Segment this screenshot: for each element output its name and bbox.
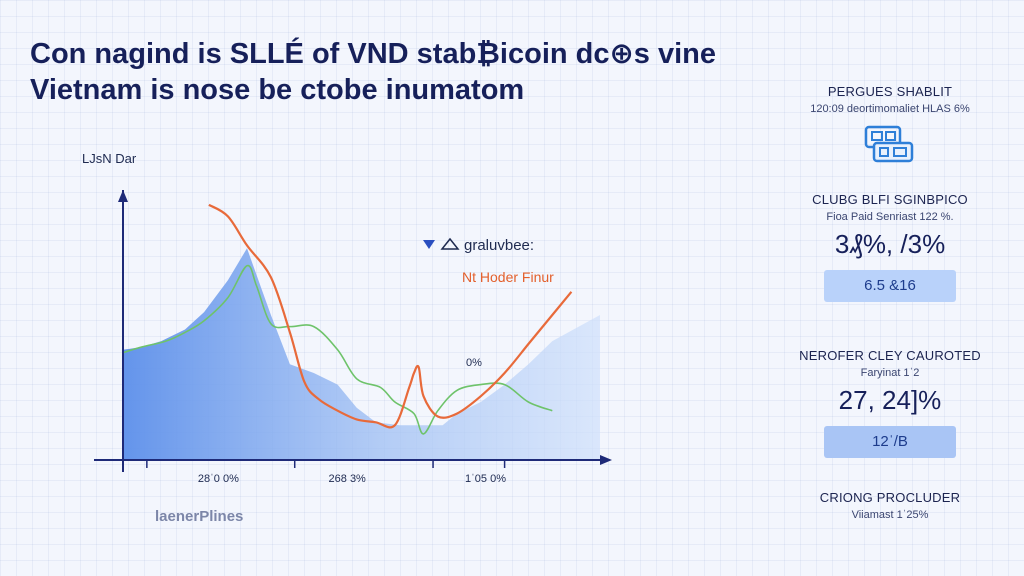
panel-subtitle: Viiamast 1ˈ25% <box>851 509 929 521</box>
panel-subtitle: Faryinat 1ˈ2 <box>860 367 920 379</box>
panel-value: 27, 24]% <box>838 385 942 415</box>
triangle-up-icon <box>440 237 460 250</box>
y-axis-label: LJsN Dar <box>82 151 137 166</box>
legend-entry-2: Nt Hoder Finur <box>462 269 554 285</box>
series-layer <box>122 203 600 460</box>
panel-summary-2: NEROFER CLEY CAUROTED Faryinat 1ˈ2 27, 2… <box>780 348 1000 458</box>
annotation-label: 0% <box>466 357 482 369</box>
panel-summary-3: CRIONG PROCLUDER Viiamast 1ˈ25% <box>780 490 1000 521</box>
panel-subtitle: 120:09 deortimomaliet HLAS 6% <box>810 103 970 115</box>
headline: Con nagind is SLLÉ of VND stab₿icoin dc⊕… <box>30 36 730 108</box>
payment-device-icon <box>864 125 914 163</box>
area-chart: LJsN Dar 28ˈ0 0% 268 3% 1ˈ05 0% 0% graluvb… <box>82 151 612 485</box>
panel-summary-1: CLUBG BLFI SGINBPICO Fioa Paid Senriast … <box>780 192 1000 302</box>
green-line-series <box>122 264 553 435</box>
x-tick-label: 268 3% <box>329 473 367 485</box>
area-series <box>123 248 600 460</box>
tick-layer: 28ˈ0 0% 268 3% 1ˈ05 0% <box>146 460 506 485</box>
panel-title: CRIONG PROCLUDER <box>819 490 961 505</box>
x-tick-label: 28ˈ0 0% <box>198 473 239 485</box>
panel-subtitle: Fioa Paid Senriast 122 %. <box>826 211 954 223</box>
orange-line-series <box>208 203 573 429</box>
value-pill-button[interactable]: 6.5 &16 <box>824 270 956 302</box>
panel-title: CLUBG BLFI SGINBPICO <box>812 192 968 207</box>
headline-line-2: Vietnam is nose be ctobe inumatom <box>30 74 525 106</box>
value-pill-button[interactable]: 12ˈ/B <box>824 426 956 458</box>
panel-payment: PERGUES SHABLIT 120:09 deortimomaliet HL… <box>780 84 1000 165</box>
panel-title: NEROFER CLEY CAUROTED <box>799 348 981 363</box>
panel-title: PERGUES SHABLIT <box>827 84 953 99</box>
panel-value: 3₰%, /3% <box>834 229 946 259</box>
y-axis-arrow-icon <box>118 190 128 202</box>
triangle-down-icon <box>423 240 435 249</box>
x-tick-label: 1ˈ05 0% <box>465 473 506 485</box>
legend-entry-1: graluvbee: <box>464 237 534 254</box>
footer-logo-text: laenerPlines <box>155 508 244 525</box>
legend: graluvbee: Nt Hoder Finur <box>423 237 554 285</box>
x-axis-arrow-icon <box>600 455 612 465</box>
headline-line-1: Con nagind is SLLÉ of VND stab₿icoin dc⊕… <box>30 38 717 70</box>
